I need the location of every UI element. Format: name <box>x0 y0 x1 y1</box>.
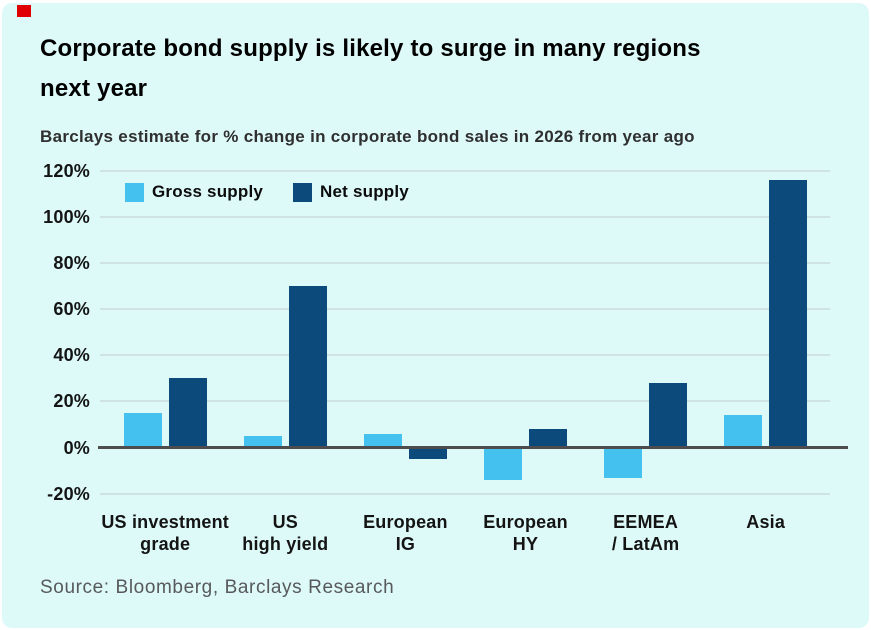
gridline <box>100 492 830 495</box>
net-supply-swatch-icon <box>293 182 313 202</box>
bar-net-6 <box>769 179 808 448</box>
gridline <box>100 308 830 310</box>
legend-label-net-supply: Net supply <box>320 182 409 201</box>
chart-card <box>2 3 869 628</box>
y-axis-tick-label: 100% <box>43 206 90 227</box>
x-axis-category-label: European IG <box>363 512 448 554</box>
bar-net-1 <box>168 378 207 448</box>
bar-net-5 <box>649 382 688 448</box>
chart-legend: Gross supply Net supply <box>125 182 409 202</box>
red-flag-icon <box>17 5 31 17</box>
gridline <box>100 169 830 172</box>
source-attribution: Source: Bloomberg, Barclays Research <box>40 577 395 598</box>
bar-net-4 <box>529 429 567 448</box>
legend-label-gross-supply: Gross supply <box>152 182 264 201</box>
bar-net-2 <box>288 285 327 448</box>
chart-subtitle: Barclays estimate for % change in corpor… <box>40 127 695 146</box>
y-axis-tick-label: 20% <box>53 391 90 412</box>
y-axis-tick-label: 0% <box>63 437 90 458</box>
bar-net-3 <box>408 447 447 460</box>
gridline <box>100 215 830 218</box>
y-axis-tick-label: 80% <box>53 252 90 273</box>
x-axis-category-label: US investment grade <box>101 512 229 554</box>
gross-supply-swatch-icon <box>125 182 144 202</box>
x-axis-category-label: European HY <box>483 512 568 554</box>
y-axis-tick-label: -20% <box>47 483 90 504</box>
y-axis-tick-label: 40% <box>53 345 90 366</box>
bar-gross-5 <box>604 447 643 478</box>
bar-gross-4 <box>484 447 522 480</box>
gridline <box>100 261 830 264</box>
legend-item-gross-supply: Gross supply <box>125 182 263 202</box>
x-axis-category-label: EEMEA / LatAm <box>611 512 680 554</box>
zero-axis-line <box>98 446 848 449</box>
gridline <box>100 354 830 357</box>
bar-gross-1 <box>123 412 162 448</box>
x-axis-category-label: US high yield <box>242 512 329 554</box>
y-axis-tick-label: 120% <box>43 160 90 181</box>
bar-gross-2 <box>243 435 282 448</box>
y-axis-tick-label: 60% <box>53 299 90 319</box>
x-axis-category-label: Asia <box>746 512 786 532</box>
title-line-2: next year <box>40 75 148 102</box>
bar-gross-3 <box>363 433 402 448</box>
bar-gross-6 <box>724 415 763 448</box>
legend-item-net-supply: Net supply <box>293 182 409 202</box>
gridline <box>100 400 830 403</box>
title-line-1: Corporate bond supply is likely to surge… <box>40 35 701 62</box>
page-title: Corporate bond supply is likely to surge… <box>40 29 830 109</box>
